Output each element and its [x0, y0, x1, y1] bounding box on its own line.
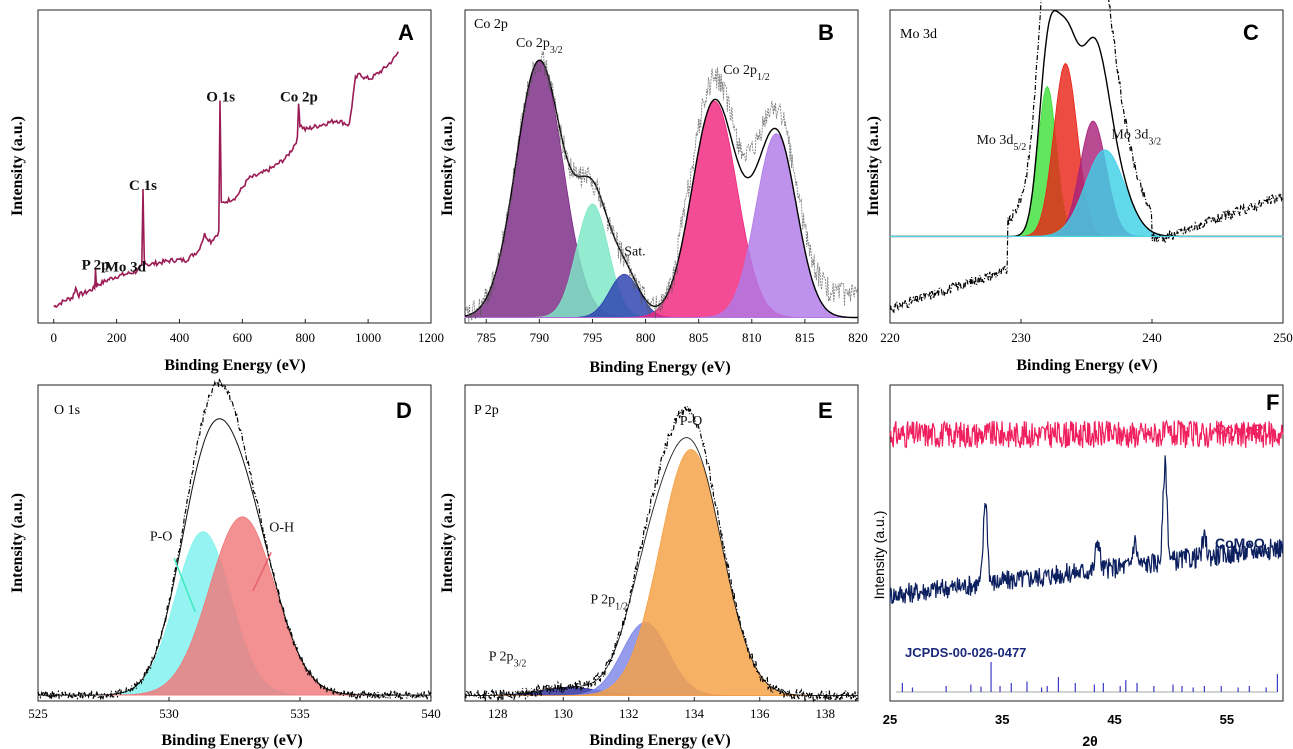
x-tick-label: 525 [28, 706, 48, 721]
peak-label: Co 2p [280, 90, 318, 106]
panel-c-xlabel: Binding Energy (eV) [1016, 357, 1157, 374]
x-tick-label: 136 [750, 706, 770, 721]
peak-label: Sat. [624, 244, 645, 259]
series-label: CoMoP [1215, 421, 1263, 437]
o-h-arrow [252, 552, 272, 592]
panel-d-frame [37, 384, 432, 702]
x-tick-label: 815 [795, 330, 815, 345]
panel-b-title: Co 2p [474, 17, 508, 32]
panel-d-ylabel: Intensity (a.u.) [9, 493, 26, 593]
x-tick-label: 805 [689, 330, 709, 345]
peak-label: C 1s [129, 178, 157, 194]
panel-e-ylabel: Intensity (a.u.) [439, 493, 456, 593]
raw-data-line [464, 51, 859, 323]
x-tick-label: 200 [107, 330, 127, 345]
x-tick-label: 45 [1107, 712, 1121, 727]
panel-e-frame [464, 384, 859, 702]
x-tick-label: 0 [50, 330, 57, 345]
fit-envelope [38, 418, 431, 696]
x-tick-label: 134 [685, 706, 705, 721]
survey-line [53, 51, 399, 309]
x-tick-label: 128 [488, 706, 508, 721]
raw-data-line [37, 377, 432, 701]
panel-letter-d: D [396, 398, 412, 423]
raw-data-line [464, 405, 859, 703]
panel-c-frame [889, 9, 1284, 324]
peak-label: Mo 3d [105, 260, 147, 276]
peak-label: O 1s [206, 90, 235, 106]
fit-component-1 [37, 516, 432, 696]
peak-label: P-O [150, 530, 173, 545]
reference-label: JCPDS-00-026-0477 [905, 645, 1026, 660]
panel-letter-c: C [1243, 20, 1259, 45]
panel-a-xlabel: Binding Energy (eV) [164, 357, 305, 374]
x-tick-label: 55 [1220, 712, 1234, 727]
fit-envelope [465, 437, 858, 697]
x-tick-label: 25 [883, 712, 897, 727]
peak-label: Co 2p1/2 [723, 63, 770, 83]
xrd-line-1 [889, 455, 1284, 605]
panel-a-frame [37, 9, 432, 324]
x-tick-label: 790 [530, 330, 550, 345]
x-tick-label: 600 [233, 330, 253, 345]
p-o-arrow [173, 558, 196, 613]
panel-d-xlabel: Binding Energy (eV) [161, 732, 302, 749]
x-tick-label: 540 [421, 706, 441, 721]
panel-d-title: O 1s [54, 403, 80, 418]
x-tick-label: 800 [295, 330, 315, 345]
x-tick-label: 810 [742, 330, 762, 345]
panel-e-xlabel: Binding Energy (eV) [589, 732, 730, 749]
panel-letter-e: E [818, 398, 833, 423]
peak-label: Co 2p3/2 [516, 36, 563, 56]
x-tick-label: 35 [995, 712, 1009, 727]
x-tick-label: 1200 [418, 330, 444, 345]
panel-e-title: P 2p [474, 403, 499, 418]
panel-f-xlabel: 2θ [1082, 733, 1097, 749]
peak-label: P 2p3/2 [489, 649, 527, 669]
panel-b-frame [464, 9, 859, 324]
raw-data-line [889, 0, 1284, 314]
panel-c-title: Mo 3d [900, 27, 937, 42]
x-tick-label: 800 [636, 330, 656, 345]
peak-label: P-O [680, 414, 703, 429]
xrd-line-0 [889, 419, 1284, 449]
x-tick-label: 535 [290, 706, 310, 721]
x-tick-label: 138 [816, 706, 836, 721]
x-tick-label: 132 [619, 706, 639, 721]
panel-letter-f: F [1266, 390, 1279, 415]
peak-label: P 2p [82, 257, 110, 273]
peak-label: Mo 3d5/2 [976, 133, 1026, 153]
panel-b-ylabel: Intensity (a.u.) [439, 116, 456, 216]
x-tick-label: 250 [1273, 330, 1293, 345]
x-tick-label: 785 [476, 330, 496, 345]
x-tick-label: 220 [880, 330, 900, 345]
panel-a-ylabel: Intensity (a.u.) [9, 116, 26, 216]
peak-label: Mo 3d3/2 [1111, 127, 1161, 147]
panel-letter-a: A [398, 20, 414, 45]
x-tick-label: 1000 [355, 330, 381, 345]
x-tick-label: 530 [159, 706, 179, 721]
peak-label: P 2p1/2 [590, 593, 628, 613]
x-tick-label: 240 [1142, 330, 1162, 345]
x-tick-label: 130 [554, 706, 574, 721]
peak-label: O-H [269, 521, 294, 536]
panel-b-xlabel: Binding Energy (eV) [589, 359, 730, 376]
panel-c-ylabel: Intensity (a.u.) [865, 116, 882, 216]
x-tick-label: 230 [1011, 330, 1031, 345]
x-tick-label: 795 [583, 330, 603, 345]
panel-letter-b: B [818, 20, 834, 45]
x-tick-label: 400 [170, 330, 190, 345]
x-tick-label: 820 [848, 330, 868, 345]
panel-f-ylabel: Intensity (a.u.) [871, 511, 887, 600]
